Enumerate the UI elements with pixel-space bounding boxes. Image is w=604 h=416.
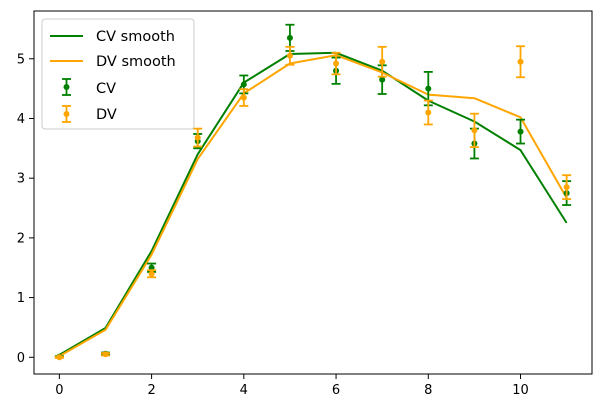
- legend-label-dv: DV: [96, 107, 117, 123]
- y-tick-label: 0: [17, 351, 25, 366]
- data-point-dv: [563, 184, 570, 191]
- plot-frame: [33, 10, 593, 375]
- series-lines: [58, 51, 568, 357]
- legend-box: [41, 18, 195, 130]
- data-point-dv: [102, 351, 109, 358]
- data-point-dv: [379, 58, 386, 65]
- data-point-cv: [379, 76, 386, 83]
- x-tick-label: 4: [240, 383, 248, 398]
- x-tick-label: 10: [512, 383, 529, 398]
- axes: 0 2 4 6 8 10 0 1 2 3 4 5: [17, 10, 593, 398]
- data-point-dv: [425, 109, 432, 116]
- line-series-cv-smooth: [58, 51, 568, 356]
- legend-label-dv-smooth: DV smooth: [96, 54, 176, 70]
- y-tick-label: 3: [17, 172, 25, 187]
- line-series-dv-smooth: [58, 54, 568, 357]
- data-point-dv: [240, 94, 247, 101]
- data-point-cv: [425, 85, 432, 92]
- errorbar-series: [54, 23, 572, 361]
- y-tick-label: 4: [17, 112, 25, 127]
- data-point-dv: [194, 134, 201, 141]
- errorbar-series-dv: [54, 45, 572, 361]
- legend-marker-cv: [62, 78, 71, 96]
- y-tick-label: 1: [17, 291, 25, 306]
- data-point-dv: [333, 60, 340, 67]
- x-tick-label: 6: [332, 383, 340, 398]
- legend-label-cv: CV: [96, 81, 116, 97]
- data-point-dv: [286, 52, 293, 59]
- y-tick-label: 2: [17, 231, 25, 246]
- x-tick-label: 8: [424, 383, 432, 398]
- data-point-cv: [286, 34, 293, 41]
- y-tick-label: 5: [17, 52, 25, 67]
- data-point-dv: [56, 354, 63, 361]
- legend: CV smooth DV smooth CV DV: [41, 18, 195, 130]
- data-point-cv: [517, 128, 524, 135]
- data-point-dv: [471, 127, 478, 134]
- data-point-dv: [148, 270, 155, 277]
- x-tick-label: 0: [55, 383, 63, 398]
- data-point-dv: [517, 58, 524, 65]
- data-point-cv: [240, 81, 247, 88]
- x-tick-label: 2: [147, 383, 155, 398]
- legend-label-cv-smooth: CV smooth: [96, 29, 175, 45]
- legend-marker-dv: [62, 105, 71, 123]
